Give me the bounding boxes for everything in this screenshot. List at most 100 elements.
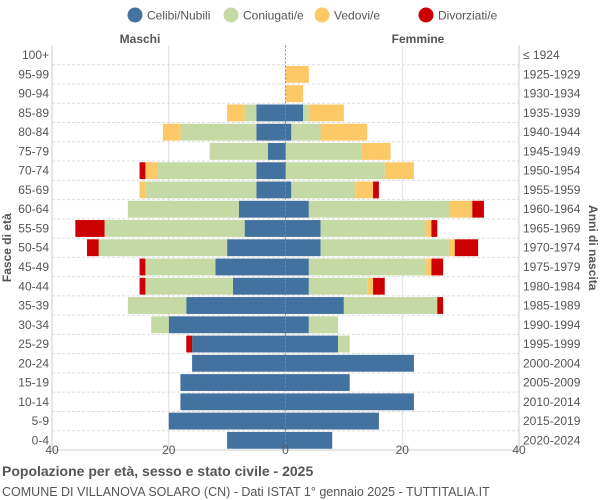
age-label: 55-59 xyxy=(18,221,49,235)
population-pyramid-chart: 100+ ≤ 1924 95-99 1925-1929 90-94 1930-1934 85… xyxy=(0,7,600,457)
bar-female-45-49 xyxy=(431,258,444,276)
birth-year-label: 1935-1939 xyxy=(523,106,581,120)
age-label: 10-14 xyxy=(18,395,49,409)
bar-female-50-54 xyxy=(454,239,479,257)
birth-year-label: 2005-2009 xyxy=(523,376,581,390)
birth-year-label: 1995-1999 xyxy=(523,337,581,351)
bar-female-80-84 xyxy=(291,123,321,141)
age-label: 45-49 xyxy=(18,260,49,274)
birth-year-label: 1980-1984 xyxy=(523,279,581,293)
birth-year-label: 1960-1964 xyxy=(523,202,581,216)
bar-male-50-54 xyxy=(98,239,228,257)
legend-marker xyxy=(127,7,143,23)
bar-female-90-94 xyxy=(285,85,304,103)
bar-male-45-49 xyxy=(215,258,286,276)
bar-male-55-59 xyxy=(75,220,105,237)
bar-male-45-49 xyxy=(145,258,216,276)
x-tick-label: 40 xyxy=(512,443,526,457)
bar-female-85-89 xyxy=(303,104,309,122)
age-label: 100+ xyxy=(22,48,49,62)
bar-male-40-44 xyxy=(232,277,286,295)
birth-year-label: 1990-1994 xyxy=(523,318,581,332)
bar-female-65-69 xyxy=(355,181,374,199)
age-label: 70-74 xyxy=(18,164,49,178)
birth-year-label: 2010-2014 xyxy=(523,395,581,409)
bar-male-40-44 xyxy=(139,277,146,295)
age-label: 25-29 xyxy=(18,337,49,351)
bar-female-70-74 xyxy=(384,162,414,180)
bar-female-15-19 xyxy=(285,374,350,391)
legend-label: Vedovi/e xyxy=(334,9,380,23)
birth-year-label: 1930-1934 xyxy=(523,87,581,101)
birth-year-label: 1970-1974 xyxy=(523,241,581,255)
y-axis-label-right: Anni di nascita xyxy=(586,205,600,291)
bar-female-35-39 xyxy=(343,297,438,314)
x-tick-label: 20 xyxy=(162,443,176,457)
bar-male-65-69 xyxy=(139,181,146,199)
bar-male-25-29 xyxy=(186,335,193,353)
age-label: 85-89 xyxy=(18,106,49,120)
legend-marker xyxy=(223,7,239,23)
bar-female-60-64 xyxy=(472,200,484,218)
bar-male-70-74 xyxy=(157,162,257,180)
bar-female-40-44 xyxy=(373,277,385,295)
bar-female-40-44 xyxy=(285,277,309,295)
bar-female-45-49 xyxy=(308,258,426,276)
bar-female-30-34 xyxy=(285,316,309,334)
x-tick-label: 20 xyxy=(396,443,410,457)
age-label: 95-99 xyxy=(18,67,49,81)
bar-male-65-69 xyxy=(145,181,257,199)
bar-female-40-44 xyxy=(367,277,374,295)
bar-female-60-64 xyxy=(308,200,449,218)
bar-male-85-89 xyxy=(244,104,257,122)
bar-female-60-64 xyxy=(448,200,473,218)
bar-female-65-69 xyxy=(291,181,356,199)
bar-male-85-89 xyxy=(256,104,286,122)
bar-female-35-39 xyxy=(285,297,344,314)
bar-female-25-29 xyxy=(338,335,350,353)
birth-year-label: 2000-2004 xyxy=(523,356,581,370)
bar-male-70-74 xyxy=(256,162,286,180)
legend-marker xyxy=(314,7,330,23)
bar-male-70-74 xyxy=(139,162,146,180)
age-label: 60-64 xyxy=(18,202,49,216)
legend-label: Celibi/Nubili xyxy=(147,9,210,23)
age-label: 65-69 xyxy=(18,183,49,197)
bar-female-75-79 xyxy=(285,143,362,160)
birth-year-label: 1940-1944 xyxy=(523,125,581,139)
bar-female-50-54 xyxy=(448,239,455,257)
bar-male-80-84 xyxy=(180,123,257,141)
bar-female-35-39 xyxy=(437,297,444,314)
birth-year-label: 1985-1989 xyxy=(523,299,581,313)
birth-year-label: 2020-2024 xyxy=(523,433,581,447)
bar-male-85-89 xyxy=(227,104,245,122)
bar-female-65-69 xyxy=(373,181,379,199)
bar-male-30-34 xyxy=(168,316,286,334)
bar-female-50-54 xyxy=(285,239,321,257)
bar-male-15-19 xyxy=(180,374,286,391)
bar-female-55-59 xyxy=(431,220,438,237)
bar-male-70-74 xyxy=(145,162,158,180)
bar-male-35-39 xyxy=(127,297,187,314)
birth-year-label: 1955-1959 xyxy=(523,183,581,197)
bar-female-70-74 xyxy=(285,162,385,180)
bar-male-75-79 xyxy=(209,143,268,160)
age-label: 80-84 xyxy=(18,125,49,139)
bar-female-20-24 xyxy=(285,354,414,372)
chart-subtitle: COMUNE DI VILLANOVA SOLARO (CN) - Dati I… xyxy=(2,485,490,499)
bar-female-85-89 xyxy=(285,104,304,122)
bar-male-75-79 xyxy=(267,143,286,160)
bar-male-50-54 xyxy=(227,239,286,257)
bar-male-5-9 xyxy=(168,412,286,430)
birth-year-label: 1965-1969 xyxy=(523,221,581,235)
birth-year-label: 1950-1954 xyxy=(523,164,581,178)
bar-female-80-84 xyxy=(285,123,292,141)
bar-female-50-54 xyxy=(320,239,449,257)
bar-female-45-49 xyxy=(425,258,432,276)
chart-title: Popolazione per età, sesso e stato civil… xyxy=(2,463,314,479)
bar-female-5-9 xyxy=(285,412,379,430)
bar-male-20-24 xyxy=(192,354,286,372)
birth-year-label: 2015-2019 xyxy=(523,414,581,428)
y-axis-label-left: Fasce di età xyxy=(0,213,14,282)
bar-male-10-14 xyxy=(180,393,286,411)
